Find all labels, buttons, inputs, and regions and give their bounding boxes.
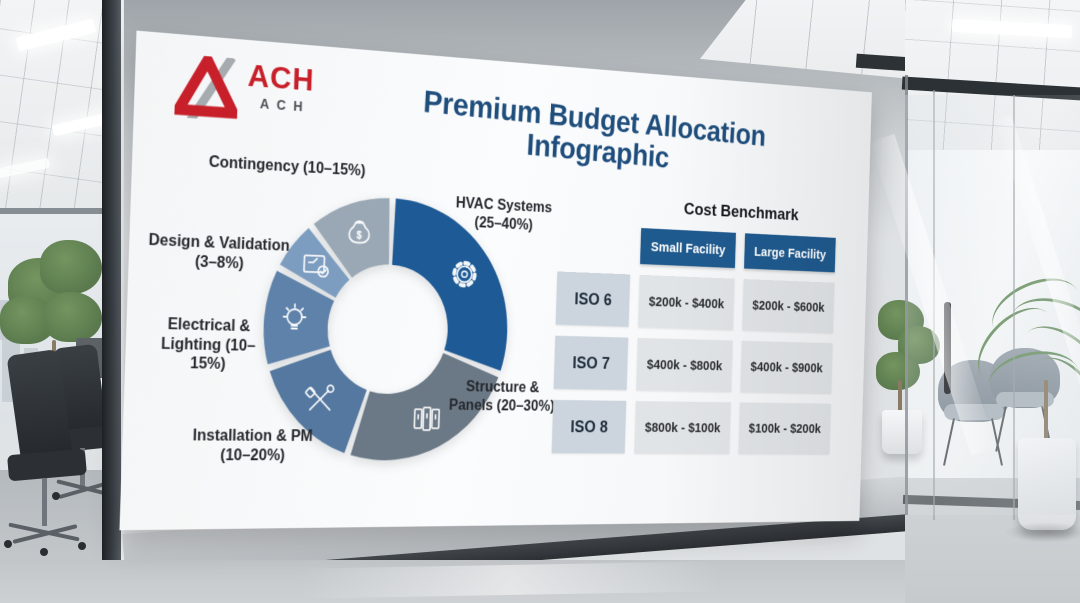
benchmark-title: Cost Benchmark <box>640 197 840 227</box>
office-chair <box>40 548 48 556</box>
office-plant-left <box>40 240 102 294</box>
table-cell: $400k - $800k <box>636 338 733 392</box>
segment-range-text: (10–15%) <box>303 160 366 180</box>
glass-panel-edge <box>905 75 908 515</box>
brand-subtext: ACH <box>260 96 314 115</box>
plant-pot <box>1018 438 1076 530</box>
office-chair <box>78 542 86 550</box>
office-scene: ACH ACH Premium Budget Allocation Infogr… <box>0 0 1080 603</box>
office-plant-left <box>44 292 102 342</box>
segment-range-text: (20–30%) <box>496 398 554 414</box>
segment-range-text: (25–40%) <box>474 214 533 233</box>
segment-label-electrical: Electrical & Lighting (10–15%) <box>144 315 271 376</box>
glass-partition-frame <box>102 0 122 603</box>
segment-label-structure: Structure & Panels (20–30%) <box>447 378 558 416</box>
table-corner <box>558 224 632 264</box>
office-chair <box>52 492 60 500</box>
column-header-small-facility: Small Facility <box>640 228 736 268</box>
table-cell: $200k - $400k <box>638 275 734 330</box>
plant-palm <box>1044 380 1048 440</box>
segment-range-text: (10–20%) <box>220 447 285 464</box>
table-cell: $400k - $900k <box>740 341 832 394</box>
row-label-iso7: ISO 7 <box>554 336 629 390</box>
segment-label-text: Contingency <box>208 154 299 176</box>
table-cell: $200k - $600k <box>742 279 834 333</box>
row-label-iso8: ISO 8 <box>552 400 627 453</box>
brand-logo: ACH ACH <box>174 54 315 127</box>
cost-benchmark-table: Cost Benchmark Small Facility Large Faci… <box>552 193 840 454</box>
segment-label-installation: Installation & PM (10–20%) <box>178 426 326 465</box>
segment-label-hvac: HVAC Systems (25–40%) <box>453 194 555 235</box>
infographic-poster: ACH ACH Premium Budget Allocation Infogr… <box>119 31 871 531</box>
row-label-iso6: ISO 6 <box>556 271 631 326</box>
ach-logo-icon <box>174 54 239 122</box>
svg-text:$: $ <box>357 230 363 241</box>
office-chair <box>42 478 47 526</box>
segment-label-text: Installation & PM <box>193 428 314 445</box>
column-header-large-facility: Large Facility <box>744 233 836 272</box>
segment-label-text: HVAC Systems <box>456 195 553 216</box>
table-cell: $800k - $100k <box>634 401 731 454</box>
brand-name: ACH <box>247 60 315 96</box>
segment-range-text: (3–8%) <box>195 253 244 272</box>
plant-shadow <box>1004 522 1080 542</box>
plant-pot <box>882 410 922 454</box>
table-cell: $100k - $200k <box>738 402 830 453</box>
segment-label-design: Design & Validation (3–8%) <box>140 231 297 276</box>
office-chair <box>4 540 12 548</box>
